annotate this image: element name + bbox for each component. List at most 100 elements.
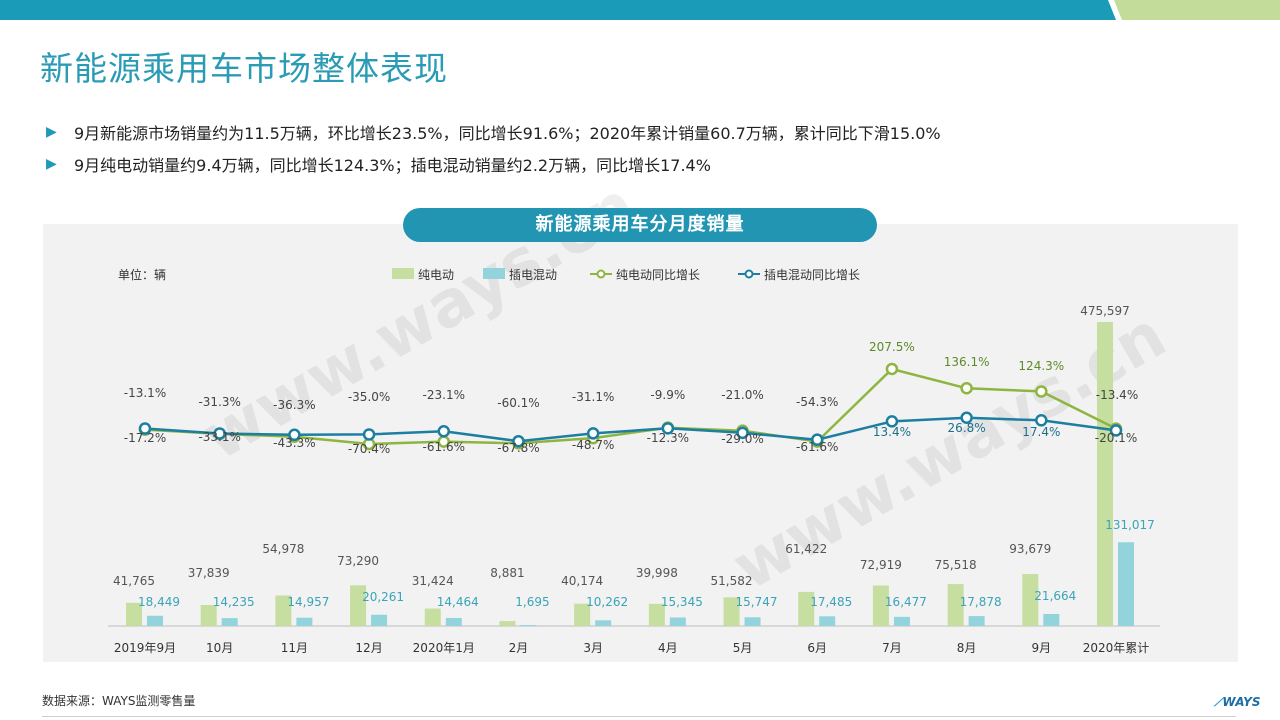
data-label-bev-growth: -17.2% <box>124 431 166 445</box>
bar-phev <box>669 617 686 626</box>
bar-bev <box>499 621 516 626</box>
bar-label-phev: 16,477 <box>885 595 927 609</box>
x-tick-label: 2020年累计 <box>1083 641 1150 655</box>
point-phev-growth <box>736 426 749 440</box>
data-label-bev-growth: -61.6% <box>796 440 838 454</box>
bar-label-bev: 8,881 <box>490 566 524 580</box>
bar-label-bev: 73,290 <box>337 554 379 568</box>
bar-phev <box>221 618 238 626</box>
bar-bev <box>1022 574 1039 626</box>
point-phev-growth <box>586 427 600 440</box>
data-label-phev-growth: -36.3% <box>273 398 315 412</box>
data-label-bev-growth: 124.3% <box>1018 359 1064 373</box>
summary-bullet-text: 9月纯电动销量约9.4万辆，同比增长124.3%；插电混动销量约2.2万辆，同比… <box>74 156 711 175</box>
bar-label-bev: 54,978 <box>262 542 304 556</box>
bar-label-phev: 21,664 <box>1034 589 1076 603</box>
bar-phev <box>968 616 985 626</box>
data-source: 数据来源：WAYS监测零售量 <box>42 694 196 708</box>
data-label-bev-growth: 136.1% <box>944 355 990 369</box>
data-label-bev-growth: -9.9% <box>650 388 685 402</box>
point-phev-growth <box>661 422 675 435</box>
point-phev-growth <box>213 427 226 440</box>
bar-label-phev: 20,261 <box>362 590 404 604</box>
bar-phev <box>520 625 537 626</box>
data-label-bev-growth: -70.4% <box>348 442 390 456</box>
data-label-phev-growth: 17.4% <box>1022 425 1060 439</box>
legend-marker <box>596 269 606 279</box>
bar-phev <box>893 616 910 626</box>
bar-phev <box>147 615 163 626</box>
point-phev-growth <box>810 433 824 446</box>
bar-phev <box>1118 542 1134 626</box>
point-phev-growth <box>885 415 899 428</box>
bar-label-phev: 131,017 <box>1105 518 1155 532</box>
legend-label: 插电混动同比增长 <box>764 268 860 282</box>
bar-label-phev: 17,485 <box>810 595 852 609</box>
footer-divider <box>42 716 1236 717</box>
header-banner <box>0 0 1280 20</box>
data-label-bev-growth: -13.4% <box>1096 388 1138 402</box>
line-bev-growth <box>144 367 1117 446</box>
x-tick-label: 4月 <box>658 641 678 655</box>
data-label-phev-growth: -31.3% <box>198 395 240 409</box>
bar-phev <box>371 614 388 626</box>
legend-label: 纯电动 <box>418 268 454 282</box>
bar-label-bev: 475,597 <box>1080 304 1130 318</box>
data-label-phev-growth: 26.8% <box>948 421 986 435</box>
data-label-bev-growth: -48.7% <box>572 438 614 452</box>
x-tick-label: 2020年1月 <box>413 641 475 655</box>
data-label-bev-growth: -61.6% <box>423 440 465 454</box>
point-phev-growth <box>512 434 525 448</box>
bar-bev <box>648 603 665 626</box>
bar-bev <box>723 597 740 626</box>
x-tick-label: 2月 <box>509 641 529 655</box>
x-tick-label: 7月 <box>882 641 902 655</box>
point-phev-growth <box>960 411 973 425</box>
data-label-phev-growth: -23.1% <box>423 388 465 402</box>
data-label-phev-growth: -31.1% <box>572 390 614 404</box>
legend-label: 纯电动同比增长 <box>616 268 700 282</box>
bar-label-bev: 41,765 <box>113 574 155 588</box>
legend-label: 插电混动 <box>509 268 557 282</box>
point-phev-growth <box>437 424 451 438</box>
bar-phev <box>445 617 462 626</box>
logo-text: WAYS <box>1222 695 1261 709</box>
unit-label: 单位：辆 <box>118 267 166 282</box>
legend-marker <box>744 269 754 279</box>
point-bev-growth <box>885 362 899 376</box>
bar-label-phev: 15,345 <box>661 595 703 609</box>
bar-label-bev: 93,679 <box>1009 542 1051 556</box>
bar-label-phev: 18,449 <box>138 595 180 609</box>
data-label-phev-growth: -54.3% <box>796 395 838 409</box>
chart-title: 新能源乘用车分月度销量 <box>403 208 877 242</box>
x-tick-label: 6月 <box>807 641 827 655</box>
x-tick-label: 12月 <box>355 641 382 655</box>
bar-bev <box>798 591 815 626</box>
data-label-phev-growth: -29.0% <box>721 432 763 446</box>
bar-bev <box>947 584 964 626</box>
summary-bullet-2: ▶ 9月纯电动销量约9.4万辆，同比增长124.3%；插电混动销量约2.2万辆，… <box>46 148 941 180</box>
bar-bev <box>424 608 441 626</box>
legend-swatch <box>483 268 505 279</box>
page-title: 新能源乘用车市场整体表现 <box>40 49 448 88</box>
x-tick-label: 9月 <box>1031 641 1051 655</box>
bar-label-bev: 72,919 <box>860 558 902 572</box>
x-tick-label: 3月 <box>583 641 603 655</box>
data-label-phev-growth: -20.1% <box>1095 431 1137 445</box>
summary-bullet-text: 9月新能源市场销量约为11.5万辆，环比增长23.5%，同比增长91.6%；20… <box>74 124 941 143</box>
bar-phev <box>819 616 836 626</box>
bar-label-phev: 14,235 <box>213 595 255 609</box>
data-label-bev-growth: -33.1% <box>198 430 240 444</box>
bar-label-bev: 51,582 <box>711 574 753 588</box>
data-label-bev-growth: 207.5% <box>869 340 915 354</box>
data-label-bev-growth: -67.8% <box>497 441 539 455</box>
bar-label-phev: 14,957 <box>287 595 329 609</box>
bar-bev <box>1097 322 1113 626</box>
point-phev-growth <box>362 428 376 441</box>
bullet-arrow-icon: ▶ <box>46 124 57 140</box>
line-phev-growth <box>144 416 1117 443</box>
logo-mark-icon: ⟋ <box>1214 695 1223 709</box>
bar-bev <box>126 602 142 626</box>
bar-label-phev: 14,464 <box>437 595 479 609</box>
